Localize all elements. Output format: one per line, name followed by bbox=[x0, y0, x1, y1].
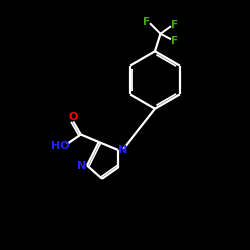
Text: O: O bbox=[68, 112, 78, 122]
Text: F: F bbox=[172, 20, 178, 30]
Text: N: N bbox=[118, 145, 127, 155]
Text: F: F bbox=[143, 17, 150, 27]
Text: N: N bbox=[77, 161, 86, 171]
Text: F: F bbox=[172, 36, 178, 46]
Text: HO: HO bbox=[51, 141, 69, 151]
